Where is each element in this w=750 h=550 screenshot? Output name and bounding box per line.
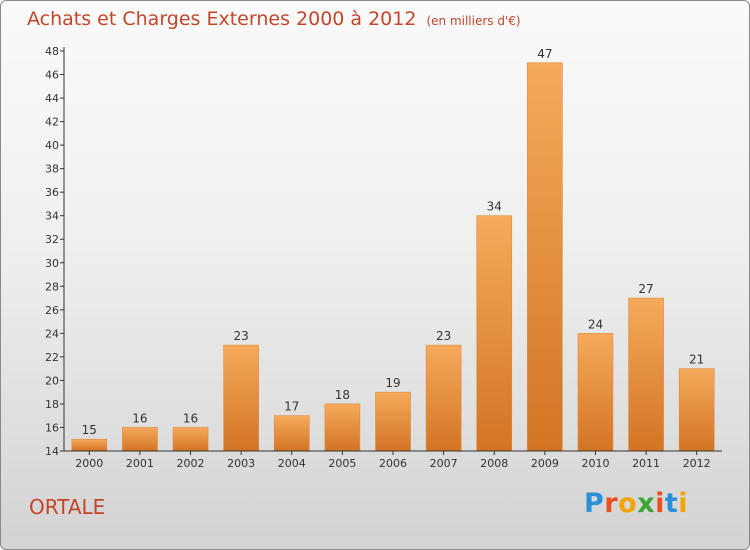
bar xyxy=(273,415,310,452)
bar xyxy=(172,427,209,452)
bar xyxy=(223,344,259,452)
bar xyxy=(527,62,563,452)
y-tick-label: 36 xyxy=(45,186,59,199)
x-tick-label: 2000 xyxy=(75,457,103,470)
x-tick-label: 2011 xyxy=(632,457,660,470)
bar xyxy=(425,344,462,452)
bar xyxy=(122,427,158,452)
bar-value-label: 47 xyxy=(537,47,552,61)
logo-letter: i xyxy=(655,488,665,519)
bar-value-label: 17 xyxy=(284,400,299,414)
x-axis: 2000 2001 2002 2003 2004 2005 2006 2007 2008 2009… xyxy=(64,450,722,470)
y-tick-label: 48 xyxy=(45,45,59,58)
y-tick-label: 16 xyxy=(45,421,59,434)
x-tick-label: 2001 xyxy=(126,457,154,470)
logo-letter: x xyxy=(637,488,656,519)
y-tick-label: 44 xyxy=(45,92,59,105)
commune-name: ORTALE xyxy=(29,495,106,519)
bar xyxy=(628,297,664,452)
x-tick-label: 2012 xyxy=(683,457,711,470)
chart-title-text: Achats et Charges Externes 2000 à 2012 xyxy=(27,8,417,30)
x-tick-label: 2004 xyxy=(278,457,306,470)
bar-value-label: 18 xyxy=(335,388,350,402)
y-tick-label: 22 xyxy=(45,351,59,364)
x-tick-label: 2003 xyxy=(227,457,255,470)
chart-unit-note: (en milliers d'€) xyxy=(426,14,521,28)
bar xyxy=(71,438,108,452)
logo-letter: r xyxy=(604,488,619,519)
bars: 15 16 16 23 17 18 19 23 34 47 24 27 21 xyxy=(71,47,715,452)
y-tick-label: 20 xyxy=(45,374,59,387)
bar xyxy=(476,215,513,452)
bar-value-label: 27 xyxy=(638,282,653,296)
y-tick-label: 24 xyxy=(45,327,59,340)
y-tick-label: 38 xyxy=(45,163,59,176)
x-tick-label: 2006 xyxy=(379,457,407,470)
chart-title: Achats et Charges Externes 2000 à 2012 (e… xyxy=(27,8,521,30)
bar-value-label: 16 xyxy=(183,411,198,425)
x-tick-label: 2005 xyxy=(328,457,356,470)
y-tick-label: 26 xyxy=(45,304,59,317)
y-tick-label: 34 xyxy=(45,210,59,223)
y-tick-label: 28 xyxy=(45,280,59,293)
bar-value-label: 21 xyxy=(689,353,704,367)
y-axis: 14 16 18 20 22 24 26 28 30 32 34 36 38 40 42 44 46 48 xyxy=(45,45,65,458)
x-tick-label: 2007 xyxy=(430,457,458,470)
bar-value-label: 34 xyxy=(487,200,502,214)
x-tick-label: 2010 xyxy=(581,457,609,470)
logo-letter: P xyxy=(584,488,605,519)
y-tick-label: 40 xyxy=(45,139,59,152)
y-tick-label: 30 xyxy=(45,257,59,270)
bar-value-label: 19 xyxy=(385,376,400,390)
y-tick-label: 32 xyxy=(45,233,59,246)
bar-value-label: 23 xyxy=(234,329,249,343)
bar xyxy=(324,403,361,452)
proxiti-logo[interactable]: Proxiti xyxy=(584,488,688,519)
bar-value-label: 24 xyxy=(588,317,603,331)
y-tick-label: 18 xyxy=(45,398,59,411)
bar xyxy=(375,391,411,452)
bar xyxy=(577,333,614,452)
bar-value-label: 15 xyxy=(82,423,97,437)
x-tick-label: 2002 xyxy=(177,457,205,470)
bar-value-label: 16 xyxy=(132,411,147,425)
bar-value-label: 23 xyxy=(436,329,451,343)
x-tick-label: 2008 xyxy=(480,457,508,470)
logo-letter: t xyxy=(664,488,679,519)
logo-letter: i xyxy=(678,488,689,519)
y-tick-label: 14 xyxy=(45,445,59,458)
y-tick-label: 46 xyxy=(45,69,59,82)
bar xyxy=(678,368,715,452)
y-tick-label: 42 xyxy=(45,116,59,129)
x-tick-label: 2009 xyxy=(531,457,559,470)
logo-letter: o xyxy=(618,488,638,519)
